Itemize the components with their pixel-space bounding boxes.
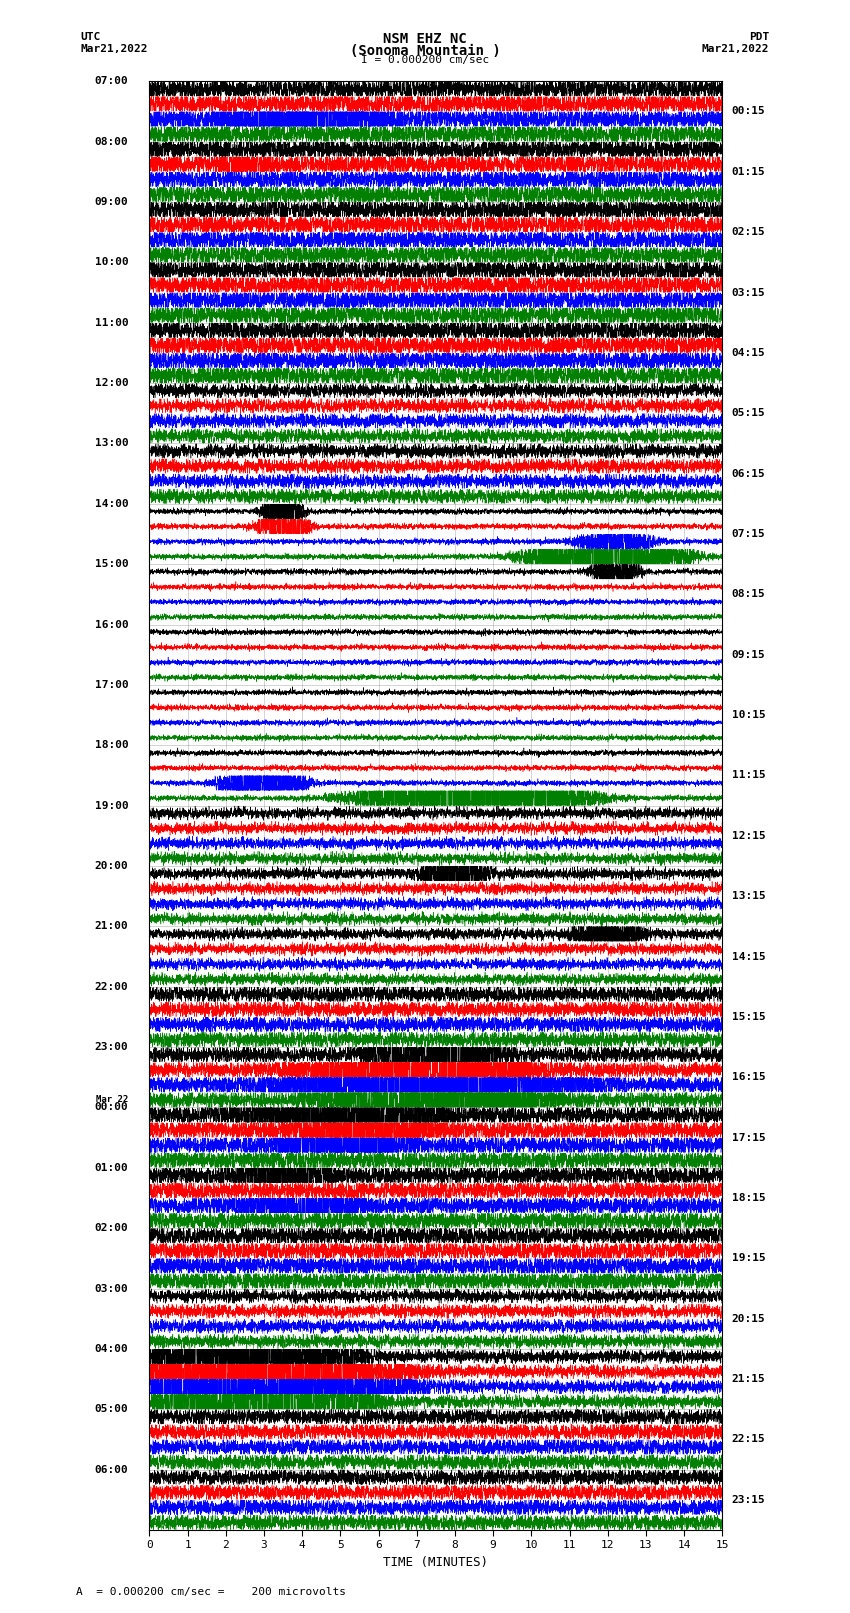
Text: 07:00: 07:00 xyxy=(94,76,128,85)
Text: 23:15: 23:15 xyxy=(732,1495,766,1505)
Text: 10:00: 10:00 xyxy=(94,258,128,268)
Text: 08:00: 08:00 xyxy=(94,137,128,147)
Text: 17:00: 17:00 xyxy=(94,681,128,690)
Text: 09:00: 09:00 xyxy=(94,197,128,206)
Text: 18:15: 18:15 xyxy=(732,1194,766,1203)
Text: 14:00: 14:00 xyxy=(94,498,128,508)
Text: A  = 0.000200 cm/sec =    200 microvolts: A = 0.000200 cm/sec = 200 microvolts xyxy=(76,1587,347,1597)
Text: PDT: PDT xyxy=(749,32,769,42)
Text: 02:00: 02:00 xyxy=(94,1223,128,1234)
Text: 07:15: 07:15 xyxy=(732,529,766,539)
Text: 22:00: 22:00 xyxy=(94,982,128,992)
Text: 04:15: 04:15 xyxy=(732,348,766,358)
Text: 10:15: 10:15 xyxy=(732,710,766,719)
Text: 18:00: 18:00 xyxy=(94,740,128,750)
Text: 00:15: 00:15 xyxy=(732,106,766,116)
Text: 17:15: 17:15 xyxy=(732,1132,766,1142)
Text: 21:15: 21:15 xyxy=(732,1374,766,1384)
Text: 03:00: 03:00 xyxy=(94,1284,128,1294)
X-axis label: TIME (MINUTES): TIME (MINUTES) xyxy=(383,1557,489,1569)
Text: I = 0.000200 cm/sec: I = 0.000200 cm/sec xyxy=(361,55,489,65)
Text: 06:15: 06:15 xyxy=(732,469,766,479)
Text: Mar21,2022: Mar21,2022 xyxy=(702,44,769,53)
Text: 23:00: 23:00 xyxy=(94,1042,128,1052)
Text: Mar 22: Mar 22 xyxy=(96,1095,128,1105)
Text: 20:15: 20:15 xyxy=(732,1313,766,1324)
Text: 16:00: 16:00 xyxy=(94,619,128,629)
Text: 19:00: 19:00 xyxy=(94,800,128,811)
Text: 12:00: 12:00 xyxy=(94,377,128,389)
Text: 14:15: 14:15 xyxy=(732,952,766,961)
Text: 22:15: 22:15 xyxy=(732,1434,766,1445)
Text: 13:15: 13:15 xyxy=(732,892,766,902)
Text: 02:15: 02:15 xyxy=(732,227,766,237)
Text: 20:00: 20:00 xyxy=(94,861,128,871)
Text: (Sonoma Mountain ): (Sonoma Mountain ) xyxy=(349,44,501,58)
Text: 13:00: 13:00 xyxy=(94,439,128,448)
Text: 21:00: 21:00 xyxy=(94,921,128,931)
Text: Mar21,2022: Mar21,2022 xyxy=(81,44,148,53)
Text: 15:15: 15:15 xyxy=(732,1011,766,1023)
Text: 09:15: 09:15 xyxy=(732,650,766,660)
Text: 08:15: 08:15 xyxy=(732,589,766,600)
Text: 05:15: 05:15 xyxy=(732,408,766,418)
Text: 00:00: 00:00 xyxy=(94,1102,128,1113)
Text: 12:15: 12:15 xyxy=(732,831,766,840)
Text: NSM EHZ NC: NSM EHZ NC xyxy=(383,32,467,47)
Text: 01:00: 01:00 xyxy=(94,1163,128,1173)
Text: 15:00: 15:00 xyxy=(94,560,128,569)
Text: 19:15: 19:15 xyxy=(732,1253,766,1263)
Text: 03:15: 03:15 xyxy=(732,287,766,297)
Text: 11:00: 11:00 xyxy=(94,318,128,327)
Text: 16:15: 16:15 xyxy=(732,1073,766,1082)
Text: 05:00: 05:00 xyxy=(94,1405,128,1415)
Text: 11:15: 11:15 xyxy=(732,771,766,781)
Text: 06:00: 06:00 xyxy=(94,1465,128,1474)
Text: 01:15: 01:15 xyxy=(732,166,766,177)
Text: UTC: UTC xyxy=(81,32,101,42)
Text: 04:00: 04:00 xyxy=(94,1344,128,1353)
